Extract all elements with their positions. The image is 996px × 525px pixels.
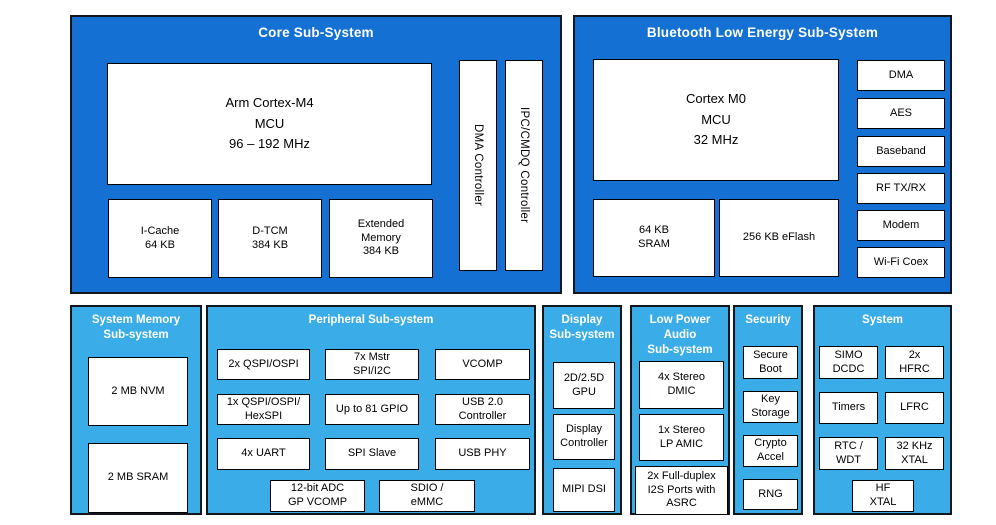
security-panel: Security Secure Boot Key Storage Crypto … [733,305,803,515]
rng-block: RNG [743,479,798,510]
mipi-dsi-block: MIPI DSI [553,468,615,512]
hexspi-block: 1x QSPI/OSPI/ HexSPI [217,394,310,425]
system-panel: System SIMO DCDC 2x HFRC Timers LFRC RTC… [813,305,952,515]
dma-controller-block: DMA Controller [459,60,497,271]
gpio-block: Up to 81 GPIO [325,394,419,425]
core-subsystem-title: Core Sub-System [258,25,374,40]
icache-block: I-Cache 64 KB [108,199,212,278]
arm-cortex-m4-block: Arm Cortex-M4 MCU 96 – 192 MHz [107,63,432,185]
ble-dma-block: DMA [857,60,945,91]
usb2-controller-block: USB 2.0 Controller [435,394,530,425]
amic-block: 1x Stereo LP AMIC [639,414,724,461]
peripheral-panel: Peripheral Sub-system 2x QSPI/OSPI 7x Ms… [206,305,536,515]
system-title: System [862,314,903,326]
extended-memory-block: Extended Memory 384 KB [329,199,433,278]
spi-slave-block: SPI Slave [325,438,419,470]
timers-block: Timers [819,392,878,424]
ble-subsystem-title: Bluetooth Low Energy Sub-System [646,25,879,40]
mstr-spi-i2c-block: 7x Mstr SPI/I2C [325,349,419,380]
display-title: Display Sub-system [549,314,615,341]
sram-block: 2 MB SRAM [88,443,188,513]
ble-modem-block: Modem [857,210,945,241]
nvm-block: 2 MB NVM [88,357,188,426]
ble-subsystem-panel: Bluetooth Low Energy Sub-System Cortex M… [573,15,952,294]
i2s-block: 2x Full-duplex I2S Ports with ASRC [635,466,728,515]
dtcm-block: D-TCM 384 KB [218,199,322,278]
ble-aes-block: AES [857,98,945,129]
secure-boot-block: Secure Boot [743,346,798,379]
cortex-m0-block: Cortex M0 MCU 32 MHz [593,59,839,181]
ble-eflash-block: 256 KB eFlash [719,199,839,277]
ble-rf-txrx-block: RF TX/RX [857,173,945,204]
security-title: Security [745,314,791,326]
audio-panel: Low Power Audio Sub-system 4x Stereo DMI… [630,305,730,515]
crypto-accel-block: Crypto Accel [743,435,798,467]
uart-block: 4x UART [217,438,310,470]
dmic-block: 4x Stereo DMIC [639,361,724,409]
hf-xtal-block: HF XTAL [852,480,914,512]
system-memory-panel: System Memory Sub-system 2 MB NVM 2 MB S… [70,305,202,515]
ble-sram-block: 64 KB SRAM [593,199,715,277]
simo-dcdc-block: SIMO DCDC [819,346,878,379]
audio-title: Low Power Audio Sub-system [647,314,713,356]
xtal-32khz-block: 32 KHz XTAL [885,437,944,470]
qspi-ospi-block: 2x QSPI/OSPI [217,349,310,380]
ipc-cmdq-controller-block: IPC/CMDQ Controller [505,60,543,271]
sdio-emmc-block: SDIO / eMMC [379,480,475,512]
gpu-block: 2D/2.5D GPU [553,362,615,409]
ble-wifi-coex-block: Wi-Fi Coex [857,247,945,278]
lfrc-block: LFRC [885,392,944,424]
vcomp-block: VCOMP [435,349,530,380]
display-panel: Display Sub-system 2D/2.5D GPU Display C… [542,305,622,515]
rtc-wdt-block: RTC / WDT [819,437,878,470]
hfrc-block: 2x HFRC [885,346,944,379]
peripheral-title: Peripheral Sub-system [308,314,434,326]
key-storage-block: Key Storage [743,391,798,423]
core-subsystem-panel: Core Sub-System Arm Cortex-M4 MCU 96 – 1… [70,15,562,294]
usb-phy-block: USB PHY [435,438,530,470]
display-controller-block: Display Controller [553,414,615,460]
system-memory-title: System Memory Sub-system [91,314,181,341]
ble-baseband-block: Baseband [857,136,945,167]
adc-vcomp-block: 12-bit ADC GP VCOMP [270,480,365,512]
